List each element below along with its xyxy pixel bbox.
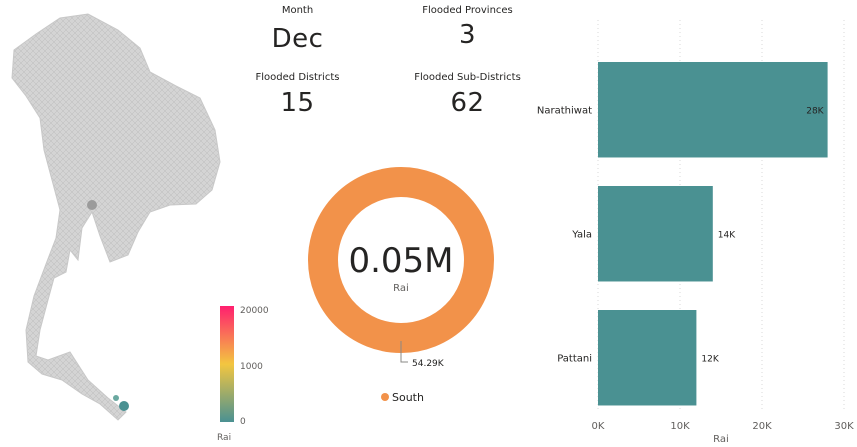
- kpi-provinces-value: 3: [458, 20, 477, 50]
- kpi-subdistricts-label: Flooded Sub-Districts: [414, 72, 521, 83]
- kpi-provinces-label: Flooded Provinces: [422, 5, 513, 16]
- bar-value-label: 14K: [718, 231, 736, 241]
- donut-center-value: 0.05M: [348, 241, 453, 281]
- legend-gradient-bar: [220, 306, 234, 422]
- map-shape: [11, 13, 221, 421]
- donut-slice-leader-line: [400, 341, 408, 363]
- legend-tick-mid: 1000: [240, 362, 263, 372]
- donut-slice-south[interactable]: [308, 167, 494, 353]
- map-highlight-bangkok: [87, 200, 97, 210]
- donut-chart[interactable]: 0.05M Rai 54.29K South: [308, 167, 494, 404]
- legend-title: Rai: [217, 433, 231, 443]
- kpi-districts-label: Flooded Districts: [255, 72, 340, 83]
- kpi-month-label: Month: [281, 5, 314, 16]
- bar-category-label: Pattani: [557, 354, 592, 365]
- bar-narathiwat[interactable]: [598, 62, 828, 158]
- map-highlight-south: [119, 401, 129, 411]
- bar-x-axis-title: Rai: [713, 434, 729, 445]
- bar-x-tick-label: 10K: [670, 421, 690, 432]
- bar-value-label: 28K: [806, 107, 824, 117]
- kpi-districts-value: 15: [280, 88, 315, 118]
- map-highlight-south-2: [113, 395, 119, 401]
- bar-category-label: Yala: [571, 230, 592, 241]
- bar-x-tick-label: 20K: [752, 421, 772, 432]
- bar-value-label: 12K: [701, 355, 719, 365]
- donut-center-label: Rai: [393, 283, 409, 294]
- bar-x-tick-label: 0K: [592, 421, 605, 432]
- choropleth-map[interactable]: [11, 13, 221, 421]
- bar-x-axis: 0K 10K 20K 30K: [592, 421, 855, 432]
- donut-legend-label[interactable]: South: [392, 391, 424, 404]
- bar-category-label: Narathiwat: [537, 106, 592, 117]
- legend-tick-max: 20000: [240, 306, 269, 316]
- bar-x-tick-label: 30K: [834, 421, 854, 432]
- legend-tick-min: 0: [240, 417, 246, 427]
- bar-pattani[interactable]: [598, 310, 697, 406]
- bar-chart[interactable]: Narathiwat 28K Yala 14K Pattani 12K 0K 10K 20K 3…: [537, 20, 854, 445]
- kpi-month-value: Dec: [271, 24, 324, 54]
- donut-slice-value-label: 54.29K: [412, 359, 445, 369]
- donut-legend-marker: [381, 393, 389, 401]
- kpi-subdistricts-value: 62: [450, 88, 485, 118]
- bar-marks: Narathiwat 28K Yala 14K Pattani 12K: [537, 62, 828, 406]
- map-legend: 20000 1000 0 Rai: [217, 306, 269, 443]
- bar-yala[interactable]: [598, 186, 713, 282]
